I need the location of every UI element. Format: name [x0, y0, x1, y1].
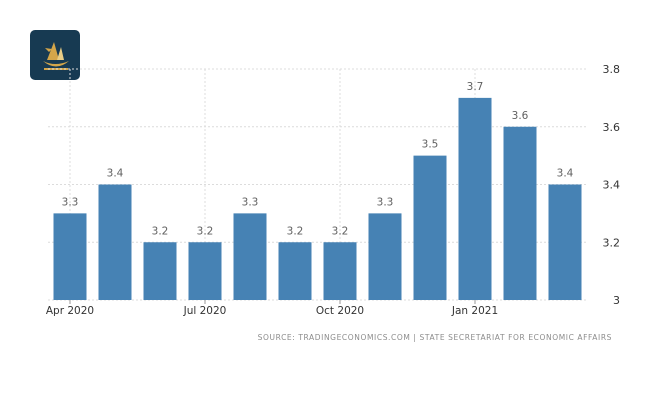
bar[interactable] — [233, 213, 267, 300]
y-tick-label: 3.8 — [603, 63, 621, 76]
data-label: 3.2 — [197, 225, 214, 237]
bars — [53, 97, 582, 301]
y-tick-label: 3 — [613, 294, 620, 307]
data-label: 3.3 — [242, 196, 259, 208]
y-tick-label: 3.4 — [603, 179, 621, 192]
data-label: 3.6 — [512, 110, 529, 122]
x-tick-label: Oct 2020 — [316, 305, 364, 317]
y-tick-label: 3.2 — [603, 236, 621, 249]
data-label: 3.3 — [62, 196, 79, 208]
bar[interactable] — [413, 155, 447, 300]
brand-logo — [30, 30, 80, 80]
bar[interactable] — [548, 184, 582, 301]
bar[interactable] — [188, 242, 222, 300]
data-label: 3.5 — [422, 139, 439, 151]
data-label: 3.2 — [287, 225, 304, 237]
bar[interactable] — [98, 184, 132, 301]
x-axis: Apr 2020 Jul 2020 Oct 2020 Jan 2021 — [46, 300, 498, 317]
data-labels: 3.3 3.4 3.2 3.2 3.3 3.2 3.2 3.3 3.5 3.7 3.6 3.4 — [62, 81, 574, 237]
data-label: 3.2 — [152, 225, 169, 237]
data-label: 3.2 — [332, 225, 349, 237]
bar[interactable] — [458, 97, 492, 300]
data-label: 3.4 — [107, 168, 124, 180]
y-tick-label: 3.6 — [603, 121, 621, 134]
x-tick-label: Apr 2020 — [46, 305, 94, 317]
data-label: 3.3 — [377, 196, 394, 208]
x-tick-label: Jan 2021 — [451, 305, 498, 317]
bar[interactable] — [503, 126, 537, 300]
data-label: 3.4 — [557, 168, 574, 180]
bar[interactable] — [368, 213, 402, 300]
bar[interactable] — [53, 213, 87, 300]
source-note: SOURCE: TRADINGECONOMICS.COM | STATE SEC… — [257, 333, 612, 342]
bar[interactable] — [323, 242, 357, 300]
y-axis: 3 3.2 3.4 3.6 3.8 — [603, 63, 621, 307]
bar[interactable] — [143, 242, 177, 300]
data-label: 3.7 — [467, 81, 484, 93]
bar[interactable] — [278, 242, 312, 300]
x-tick-label: Jul 2020 — [183, 305, 227, 317]
